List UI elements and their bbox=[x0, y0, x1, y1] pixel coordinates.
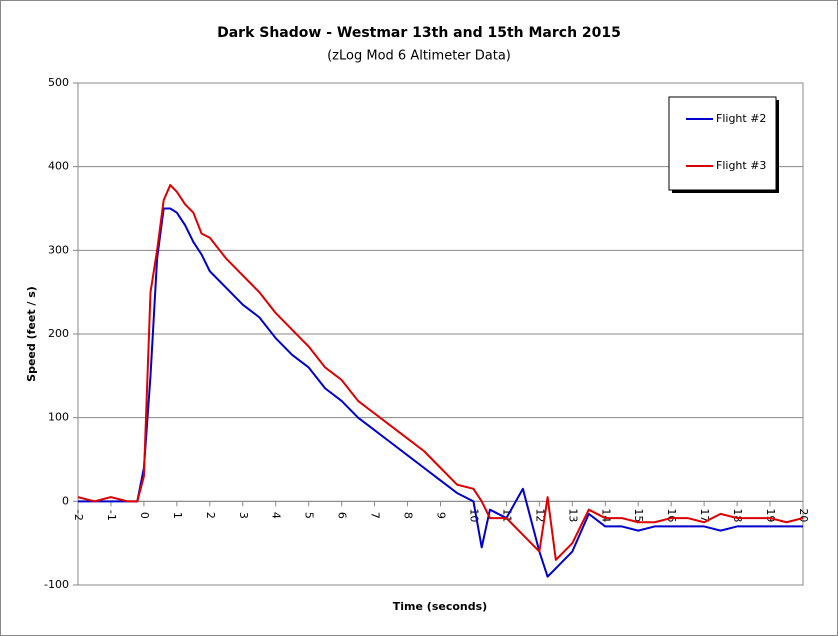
y-tick-label: 500 bbox=[48, 76, 69, 89]
x-tick-label: 8 bbox=[402, 512, 415, 519]
x-tick-label: -1 bbox=[105, 510, 118, 521]
x-tick-label: 13 bbox=[566, 508, 579, 522]
legend bbox=[668, 96, 777, 191]
x-axis-label: Time (seconds) bbox=[393, 600, 487, 613]
x-tick-label: -2 bbox=[72, 510, 85, 521]
x-tick-label: 12 bbox=[533, 508, 546, 522]
chart-subtitle: (zLog Mod 6 Altimeter Data) bbox=[327, 49, 511, 64]
y-tick-label: 0 bbox=[62, 494, 69, 507]
legend-label: Flight #3 bbox=[716, 159, 766, 172]
x-tick-label: 17 bbox=[698, 508, 711, 522]
x-tick-label: 4 bbox=[270, 512, 283, 519]
x-tick-label: 10 bbox=[467, 508, 480, 522]
y-tick-label: 200 bbox=[48, 327, 69, 340]
x-tick-label: 5 bbox=[303, 512, 316, 519]
series-line bbox=[78, 207, 803, 578]
x-tick-label: 7 bbox=[369, 512, 382, 519]
x-tick-label: 18 bbox=[731, 508, 744, 522]
x-tick-label: 6 bbox=[336, 512, 349, 519]
x-tick-label: 16 bbox=[665, 508, 678, 522]
x-tick-label: 20 bbox=[797, 508, 810, 522]
series-line bbox=[77, 184, 804, 561]
x-tick-label: 15 bbox=[632, 508, 645, 522]
y-tick-label: -100 bbox=[44, 578, 69, 591]
chart-title: Dark Shadow - Westmar 13th and 15th Marc… bbox=[217, 25, 621, 41]
legend-label: Flight #2 bbox=[716, 112, 766, 125]
x-tick-label: 9 bbox=[435, 512, 448, 519]
y-tick-label: 100 bbox=[48, 411, 69, 424]
y-tick-label: 300 bbox=[48, 243, 69, 256]
x-tick-label: 3 bbox=[237, 512, 250, 519]
x-tick-label: 1 bbox=[171, 512, 184, 519]
x-tick-label: 0 bbox=[138, 512, 151, 519]
x-tick-label: 2 bbox=[204, 512, 217, 519]
y-axis-label: Speed (feet / s) bbox=[25, 286, 38, 382]
y-tick-label: 400 bbox=[48, 160, 69, 173]
